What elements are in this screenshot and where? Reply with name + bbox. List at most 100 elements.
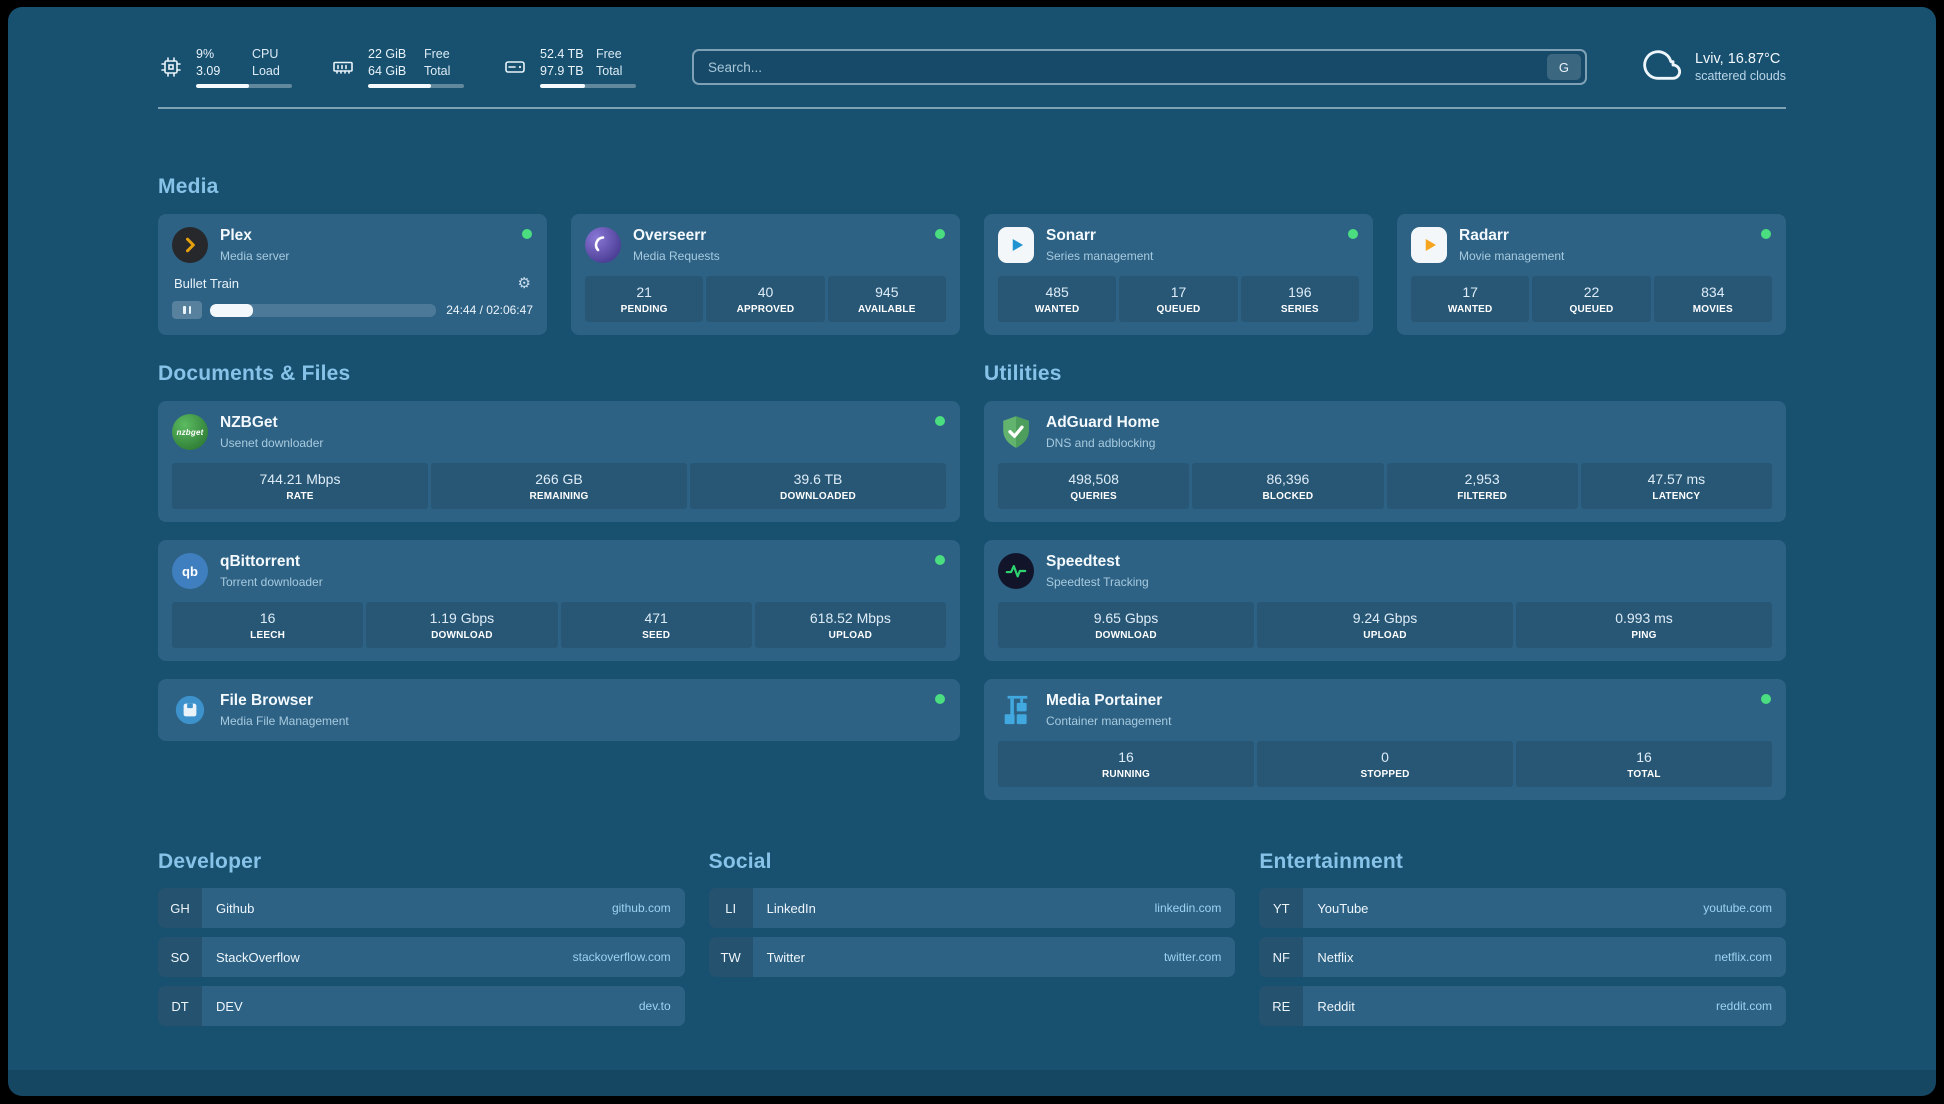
service-card-qbittorrent[interactable]: qb qBittorrent Torrent downloader 16 LEEC… [158,540,960,661]
stat-block: 945 AVAILABLE [827,276,946,322]
service-name: Overseerr [633,227,707,245]
service-card-sonarr[interactable]: Sonarr Series management 485 WANTED 17 QUE… [984,214,1373,335]
portainer-icon [998,692,1034,728]
bookmark-abbr: TW [708,937,753,977]
bookmark-url: github.com [611,901,671,915]
cpu-icon [158,54,184,80]
search-provider-button[interactable]: G [1546,54,1581,80]
service-subtitle: Media File Management [220,713,349,728]
bookmark-youtube[interactable]: YT YouTube youtube.com [1259,888,1786,928]
service-subtitle: Media server [220,248,290,263]
stat-block: 2,953 FILTERED [1386,463,1578,509]
service-name: NZBGet [220,414,278,432]
status-dot [935,555,945,565]
service-card-nzbget[interactable]: nzbget NZBGet Usenet downloader 744.21 M… [158,401,960,522]
section-title-media: Media [158,175,219,198]
service-card-radarr[interactable]: Radarr Movie management 17 WANTED 22 QUEUE… [1397,214,1786,335]
service-card-adguard[interactable]: AdGuard Home DNS and adblocking 498,508 Q… [984,401,1786,522]
stat-block: 17 QUEUED [1119,276,1238,322]
service-card-overseerr[interactable]: Overseerr Media Requests 21 PENDING 40 APP… [571,214,960,335]
bookmark-url: stackoverflow.com [572,950,671,964]
pause-button[interactable] [172,301,202,319]
disk-icon [502,54,528,80]
bookmark-group-developer: Developer GH Github github.com SO StackOv… [158,800,685,1035]
filebrowser-icon [172,692,208,728]
section-utilities: Utilities AdGu [984,335,1786,800]
section-title-social: Social [708,850,772,873]
memory-bar [368,83,464,88]
stat-block: 1.19 Gbps DOWNLOAD [366,602,558,648]
service-name: File Browser [220,692,314,710]
service-card-plex[interactable]: Plex Media server Bullet Train ⚙ 24:44 /… [158,214,547,335]
service-card-speedtest[interactable]: Speedtest Speedtest Tracking 9.65 Gbps DO… [984,540,1786,661]
bookmark-stackoverflow[interactable]: SO StackOverflow stackoverflow.com [158,937,685,977]
stat-block: 0 STOPPED [1257,741,1513,787]
gear-icon[interactable]: ⚙ [517,275,531,292]
disk-total: 97.9 TB [540,63,584,78]
bottom-edge [8,1070,1936,1096]
playback-time: 24:44 / 02:06:47 [446,303,533,317]
plex-icon [172,227,208,263]
status-dot [1348,229,1358,239]
overseerr-icon [585,227,621,263]
stat-block: 9.24 Gbps UPLOAD [1257,602,1513,648]
service-name: Plex [220,227,252,245]
system-stats: 9% CPU 3.09 Load 22 GiB Free 64 GiB [158,46,636,88]
free-label: Free [424,47,450,62]
bookmark-netflix[interactable]: NF Netflix netflix.com [1259,937,1786,977]
dashboard: 9% CPU 3.09 Load 22 GiB Free 64 GiB [8,7,1936,1096]
status-dot [935,416,945,426]
service-name: AdGuard Home [1046,414,1160,432]
cpu-load: 3.09 [196,63,221,78]
bookmark-name: Github [216,900,255,916]
status-dot [935,694,945,704]
speedtest-icon [998,553,1034,589]
stat-block: 16 TOTAL [1516,741,1772,787]
search-bar[interactable]: G [692,49,1587,85]
bookmark-group-social: Social LI LinkedIn linkedin.com TW Twitte… [708,800,1236,1035]
weather-condition: scattered clouds [1694,69,1786,83]
memory-total: 64 GiB [368,63,407,78]
bookmark-twitter[interactable]: TW Twitter twitter.com [708,937,1236,977]
stat-block: 834 MOVIES [1653,276,1772,322]
section-media: Media Plex Media server Bullet T [158,175,1786,335]
service-name: Radarr [1459,227,1509,245]
stat-block: 196 SERIES [1240,276,1359,322]
bookmark-url: youtube.com [1703,901,1772,915]
bookmark-dev[interactable]: DT DEV dev.to [158,986,685,1026]
stat-block: 39.6 TB DOWNLOADED [690,463,946,509]
bookmark-abbr: LI [708,888,753,928]
service-subtitle: Movie management [1459,248,1565,263]
cpu-widget: 9% CPU 3.09 Load [158,46,292,88]
stat-block: 471 SEED [560,602,752,648]
stat-block: 16 RUNNING [998,741,1254,787]
bookmark-linkedin[interactable]: LI LinkedIn linkedin.com [708,888,1236,928]
service-name: Speedtest [1046,553,1121,571]
bookmark-abbr: SO [158,937,202,977]
weather-widget: Lviv, 16.87°C scattered clouds [1643,45,1786,90]
status-dot [935,229,945,239]
stat-block: 40 APPROVED [706,276,825,322]
memory-free: 22 GiB [368,47,407,62]
stat-block: 618.52 Mbps UPLOAD [754,602,946,648]
now-playing-title: Bullet Train [174,276,240,291]
service-card-filebrowser[interactable]: File Browser Media File Management [158,679,960,741]
status-dot [522,229,532,239]
weather-location: Lviv, 16.87°C [1694,51,1781,67]
stat-block: 744.21 Mbps RATE [172,463,428,509]
bookmark-name: StackOverflow [216,949,300,965]
stat-block: 21 PENDING [585,276,704,322]
service-card-portainer[interactable]: Media Portainer Container management 16 R… [984,679,1786,800]
service-subtitle: Speedtest Tracking [1046,574,1149,589]
bookmark-url: linkedin.com [1154,901,1222,915]
bookmark-abbr: GH [158,888,202,928]
bookmark-reddit[interactable]: RE Reddit reddit.com [1259,986,1786,1026]
service-subtitle: Series management [1046,248,1154,263]
memory-widget: 22 GiB Free 64 GiB Total [330,46,464,88]
search-input[interactable] [708,59,1547,75]
qbittorrent-icon: qb [172,553,208,589]
stat-block: 22 QUEUED [1532,276,1651,322]
stat-block: 17 WANTED [1411,276,1530,322]
section-documents: Documents & Files nzbget NZBGet Usenet d… [158,335,960,800]
bookmark-github[interactable]: GH Github github.com [158,888,685,928]
